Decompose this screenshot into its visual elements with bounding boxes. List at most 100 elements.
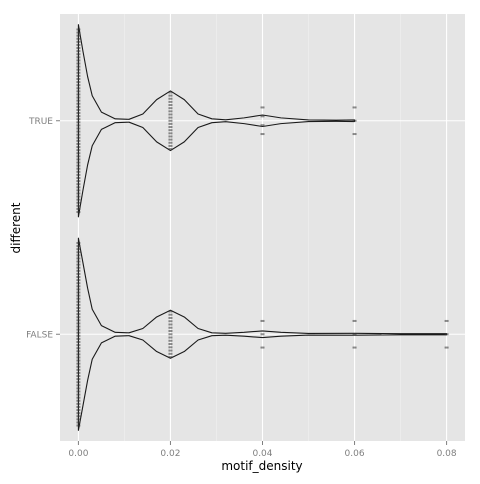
data-point (76, 62, 81, 65)
data-point (168, 122, 173, 125)
data-point (76, 192, 81, 195)
data-point (168, 144, 173, 147)
data-point (76, 102, 81, 105)
data-point (168, 107, 173, 110)
data-point (168, 316, 173, 319)
data-point (76, 164, 81, 167)
data-point (76, 158, 81, 161)
data-point (76, 34, 81, 37)
data-point (76, 180, 81, 183)
data-point (76, 37, 81, 40)
data-point (76, 161, 81, 164)
data-point (76, 365, 81, 368)
data-point (76, 65, 81, 68)
data-point (76, 68, 81, 71)
data-point (352, 333, 357, 336)
data-point (168, 132, 173, 135)
data-point (76, 241, 81, 244)
data-point (168, 116, 173, 119)
data-point (76, 297, 81, 300)
data-point (76, 402, 81, 405)
data-point (444, 346, 449, 349)
data-point (76, 257, 81, 260)
data-point (76, 322, 81, 325)
data-point (76, 47, 81, 50)
data-point (76, 288, 81, 291)
data-point (76, 74, 81, 77)
data-point (76, 263, 81, 266)
data-point (76, 87, 81, 90)
data-point (76, 276, 81, 279)
tick-layer: 0.00 0.02 0.04 0.06 0.08 FALSE TRUE (26, 117, 457, 459)
data-point (76, 115, 81, 118)
data-point (168, 104, 173, 107)
data-point (76, 316, 81, 319)
x-tick-label: 0.00 (68, 449, 88, 459)
data-point (76, 300, 81, 303)
data-point (76, 176, 81, 179)
data-point (76, 112, 81, 115)
y-axis-label: different (9, 202, 23, 253)
data-point (76, 409, 81, 412)
data-point (76, 384, 81, 387)
x-tick-label: 0.04 (252, 449, 272, 459)
data-point (260, 346, 265, 349)
data-point (76, 251, 81, 254)
data-point (76, 59, 81, 62)
data-point (76, 189, 81, 192)
data-point (76, 306, 81, 309)
data-point (168, 326, 173, 329)
data-point (168, 100, 173, 103)
data-point (76, 96, 81, 99)
data-point (168, 113, 173, 116)
data-point (76, 183, 81, 186)
data-point (168, 343, 173, 346)
data-point (168, 141, 173, 144)
data-point (76, 248, 81, 251)
data-point (444, 333, 449, 336)
data-point (76, 254, 81, 257)
data-point (168, 346, 173, 349)
data-point (168, 91, 173, 94)
data-point (76, 405, 81, 408)
data-point (76, 77, 81, 80)
data-point (260, 115, 265, 118)
data-point (76, 421, 81, 424)
data-point (168, 329, 173, 332)
data-point (76, 313, 81, 316)
data-point (76, 186, 81, 189)
data-point (76, 279, 81, 282)
data-point (168, 135, 173, 138)
data-point (260, 133, 265, 136)
data-point (352, 119, 357, 122)
data-point (76, 121, 81, 124)
data-point (168, 336, 173, 339)
data-point (76, 84, 81, 87)
data-point (76, 285, 81, 288)
data-point (260, 319, 265, 322)
data-point (168, 313, 173, 316)
data-point (76, 167, 81, 170)
data-point (76, 31, 81, 34)
data-point (76, 356, 81, 359)
data-point (76, 118, 81, 121)
data-point (168, 148, 173, 151)
data-point (76, 381, 81, 384)
data-point (76, 124, 81, 127)
data-point (76, 173, 81, 176)
x-axis-label: motif_density (221, 459, 302, 473)
data-point (76, 347, 81, 350)
data-point (168, 339, 173, 342)
data-point (168, 333, 173, 336)
data-point (76, 362, 81, 365)
data-point (76, 207, 81, 210)
data-point (76, 71, 81, 74)
data-point (76, 424, 81, 427)
data-point (76, 294, 81, 297)
data-point (76, 170, 81, 173)
x-tick-label: 0.08 (437, 449, 457, 459)
data-point (76, 108, 81, 111)
data-point (76, 93, 81, 96)
data-point (76, 353, 81, 356)
